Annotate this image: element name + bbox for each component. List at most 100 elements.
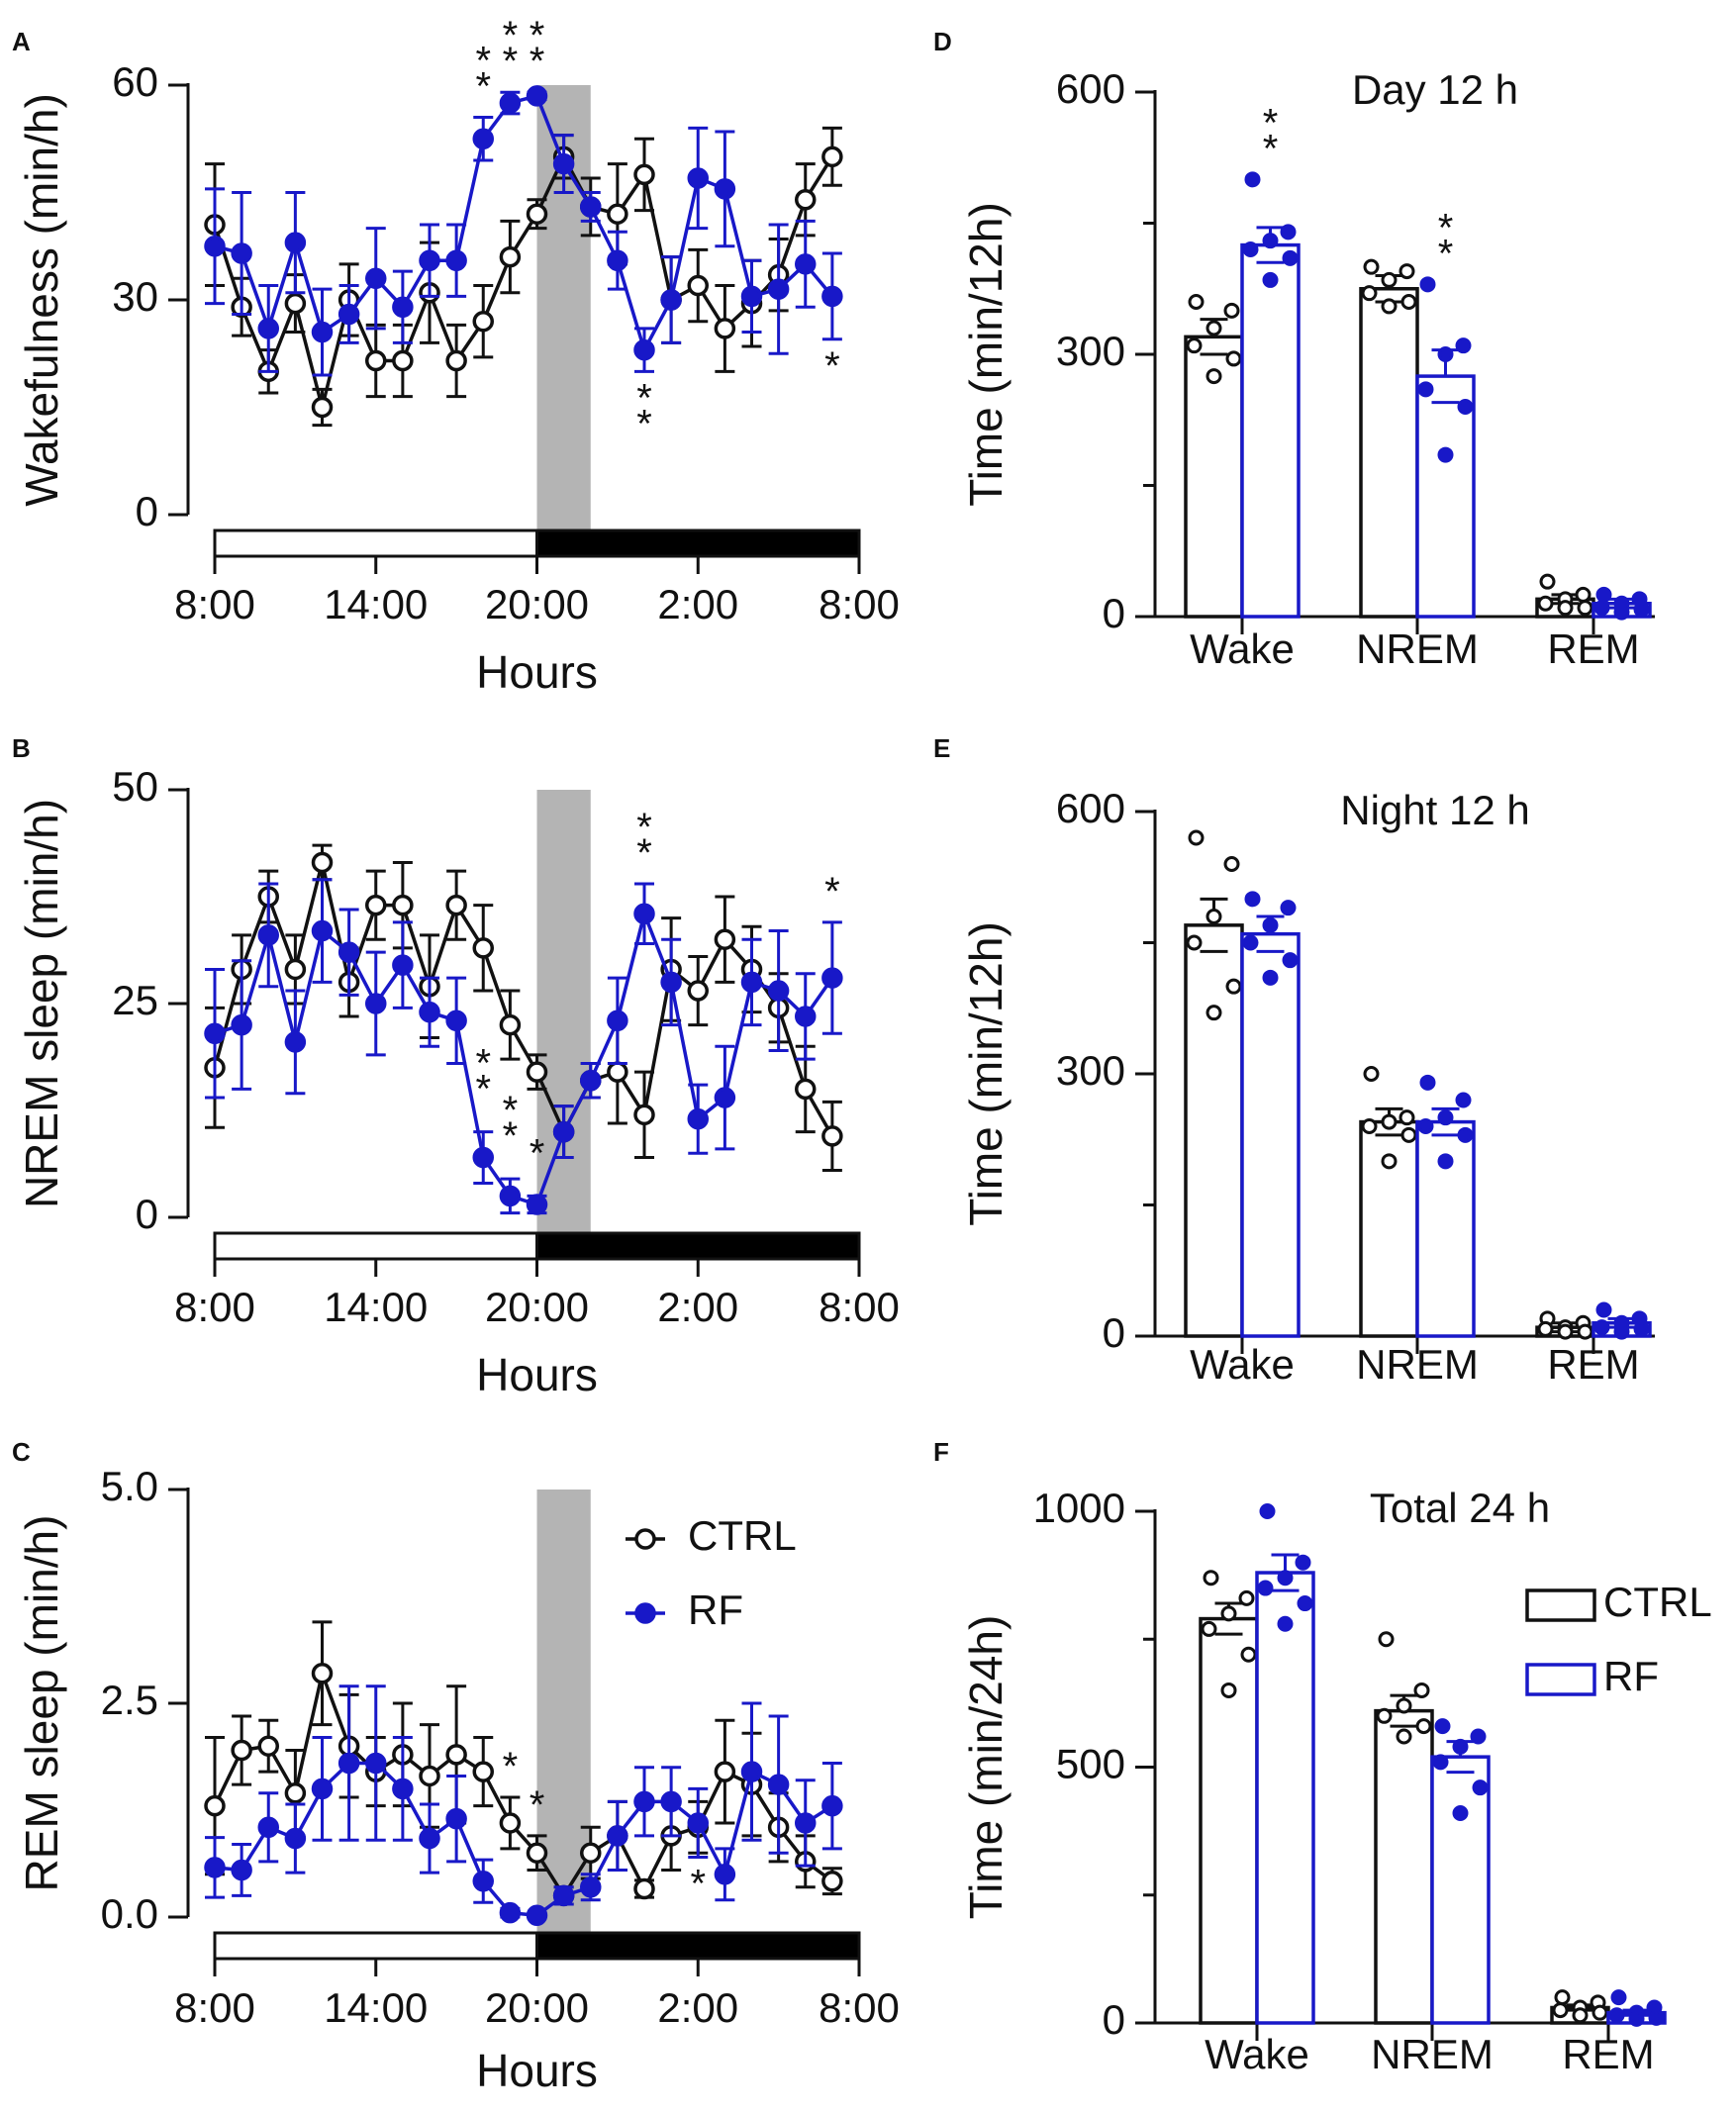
legend-swatch xyxy=(1525,1663,1596,1696)
data-point-rf xyxy=(687,167,709,189)
data-point-rf xyxy=(821,1794,843,1817)
panel-letter: E xyxy=(933,733,950,763)
individual-point-ctrl xyxy=(1206,320,1222,336)
category-label: REM xyxy=(1562,2031,1654,2077)
significance-star: * * xyxy=(475,40,491,109)
individual-point-rf xyxy=(1434,1718,1451,1735)
x-axis-title: Hours xyxy=(476,646,598,698)
data-point-rf xyxy=(338,1752,360,1775)
data-point-ctrl xyxy=(472,1761,494,1782)
panel-d: D Day 12 h 0 300 600 Time (min/12h) Wake NREM RE… xyxy=(933,27,1655,672)
individual-point-ctrl xyxy=(1225,978,1242,995)
individual-point-rf xyxy=(1633,601,1650,618)
dark-period-bar xyxy=(535,1231,861,1261)
y-tick-label: 300 xyxy=(1056,328,1125,374)
individual-point-rf xyxy=(1297,1595,1313,1612)
y-axis-title: Time (min/12h) xyxy=(960,202,1012,507)
data-point-rf xyxy=(714,1864,736,1885)
individual-point-rf xyxy=(1277,1570,1294,1586)
significance-star: * xyxy=(690,1863,706,1906)
individual-point-rf xyxy=(1455,337,1472,354)
individual-point-ctrl xyxy=(1577,600,1593,617)
individual-point-rf xyxy=(1280,900,1297,916)
data-point-rf xyxy=(660,289,682,311)
individual-point-ctrl xyxy=(1381,271,1398,288)
data-point-rf xyxy=(445,249,467,271)
y-tick-label: 5.0 xyxy=(101,1463,158,1509)
data-point-ctrl xyxy=(392,894,414,916)
y-tick-label: 600 xyxy=(1056,785,1125,831)
significance-star: * xyxy=(824,870,840,913)
individual-point-ctrl xyxy=(1381,298,1398,315)
y-axis-title: Time (min/24h) xyxy=(960,1615,1012,1920)
individual-point-ctrl xyxy=(1396,1697,1412,1714)
star-glyph: * xyxy=(636,376,652,420)
data-point-rf xyxy=(311,1778,334,1800)
data-point-ctrl xyxy=(795,188,817,211)
individual-point-ctrl xyxy=(1361,1118,1378,1134)
data-point-rf xyxy=(687,1107,709,1130)
bar-group-ctrl xyxy=(1535,1310,1595,1340)
individual-point-rf xyxy=(1452,1805,1469,1822)
data-point-ctrl xyxy=(821,1125,843,1147)
individual-point-ctrl xyxy=(1415,1718,1432,1735)
data-point-rf xyxy=(526,1904,548,1927)
data-point-rf xyxy=(257,318,279,339)
individual-point-rf xyxy=(1457,1126,1474,1143)
individual-point-ctrl xyxy=(1396,1728,1412,1745)
data-point-rf xyxy=(740,285,763,308)
bar-group-ctrl xyxy=(1184,294,1244,619)
x-tick-label: 14:00 xyxy=(324,1984,428,2031)
data-point-rf xyxy=(365,993,387,1014)
y-tick-label: 500 xyxy=(1056,1741,1125,1787)
series-line-ctrl xyxy=(213,1667,833,1899)
data-point-rf xyxy=(607,249,628,271)
x-axis-title: Hours xyxy=(476,2045,598,2096)
individual-point-ctrl xyxy=(1223,856,1240,872)
individual-point-ctrl xyxy=(1201,1620,1217,1637)
x-tick-label: 8:00 xyxy=(819,1984,900,2031)
individual-point-ctrl xyxy=(1537,1320,1554,1337)
individual-point-rf xyxy=(1257,1580,1274,1596)
data-point-ctrl xyxy=(687,980,709,1002)
data-point-rf xyxy=(552,152,575,175)
data-point-rf xyxy=(767,278,790,300)
data-point-rf xyxy=(687,1812,709,1834)
legend-entry-ctrl: CTRL xyxy=(626,1512,797,1559)
individual-point-ctrl xyxy=(1361,285,1378,302)
y-axis-title: REM sleep (min/h) xyxy=(16,1515,67,1892)
chart-title: Night 12 h xyxy=(1340,787,1529,833)
y-tick-label: 0.0 xyxy=(101,1890,158,1937)
category-label: REM xyxy=(1547,625,1639,672)
individual-point-rf xyxy=(1613,604,1630,621)
data-point-rf xyxy=(714,1087,736,1108)
series-rf xyxy=(204,85,843,377)
individual-point-rf xyxy=(1472,1779,1489,1796)
data-point-rf xyxy=(311,919,334,942)
individual-point-rf xyxy=(1244,891,1261,908)
chart-title: Total 24 h xyxy=(1370,1485,1550,1531)
data-point-ctrl xyxy=(526,1061,548,1083)
series-rf xyxy=(204,1684,843,1927)
bar-group-rf xyxy=(1415,1074,1476,1338)
star-glyph: * xyxy=(636,402,652,445)
category-label: Wake xyxy=(1190,1341,1295,1388)
significance-star: * xyxy=(824,344,840,388)
individual-point-ctrl xyxy=(1398,1109,1415,1126)
star-glyph: * xyxy=(530,40,545,83)
individual-point-rf xyxy=(1437,446,1454,463)
significance-star: * xyxy=(530,1783,545,1827)
x-tick-label: 2:00 xyxy=(657,1284,738,1330)
y-tick-label: 0 xyxy=(136,488,158,534)
data-point-rf xyxy=(204,236,226,257)
y-tick-label: 300 xyxy=(1056,1047,1125,1094)
x-tick-label: 14:00 xyxy=(324,1284,428,1330)
data-point-ctrl xyxy=(257,1735,279,1757)
significance-star: * * xyxy=(1438,206,1454,275)
panel-letter: C xyxy=(12,1437,31,1467)
panel-a: A 0 30 60 Wakefulness (min/h) 8:00 14:00 20:00 2… xyxy=(12,14,900,698)
individual-point-rf xyxy=(1417,381,1434,398)
data-point-ctrl xyxy=(472,937,494,959)
individual-point-rf xyxy=(1628,2010,1645,2027)
